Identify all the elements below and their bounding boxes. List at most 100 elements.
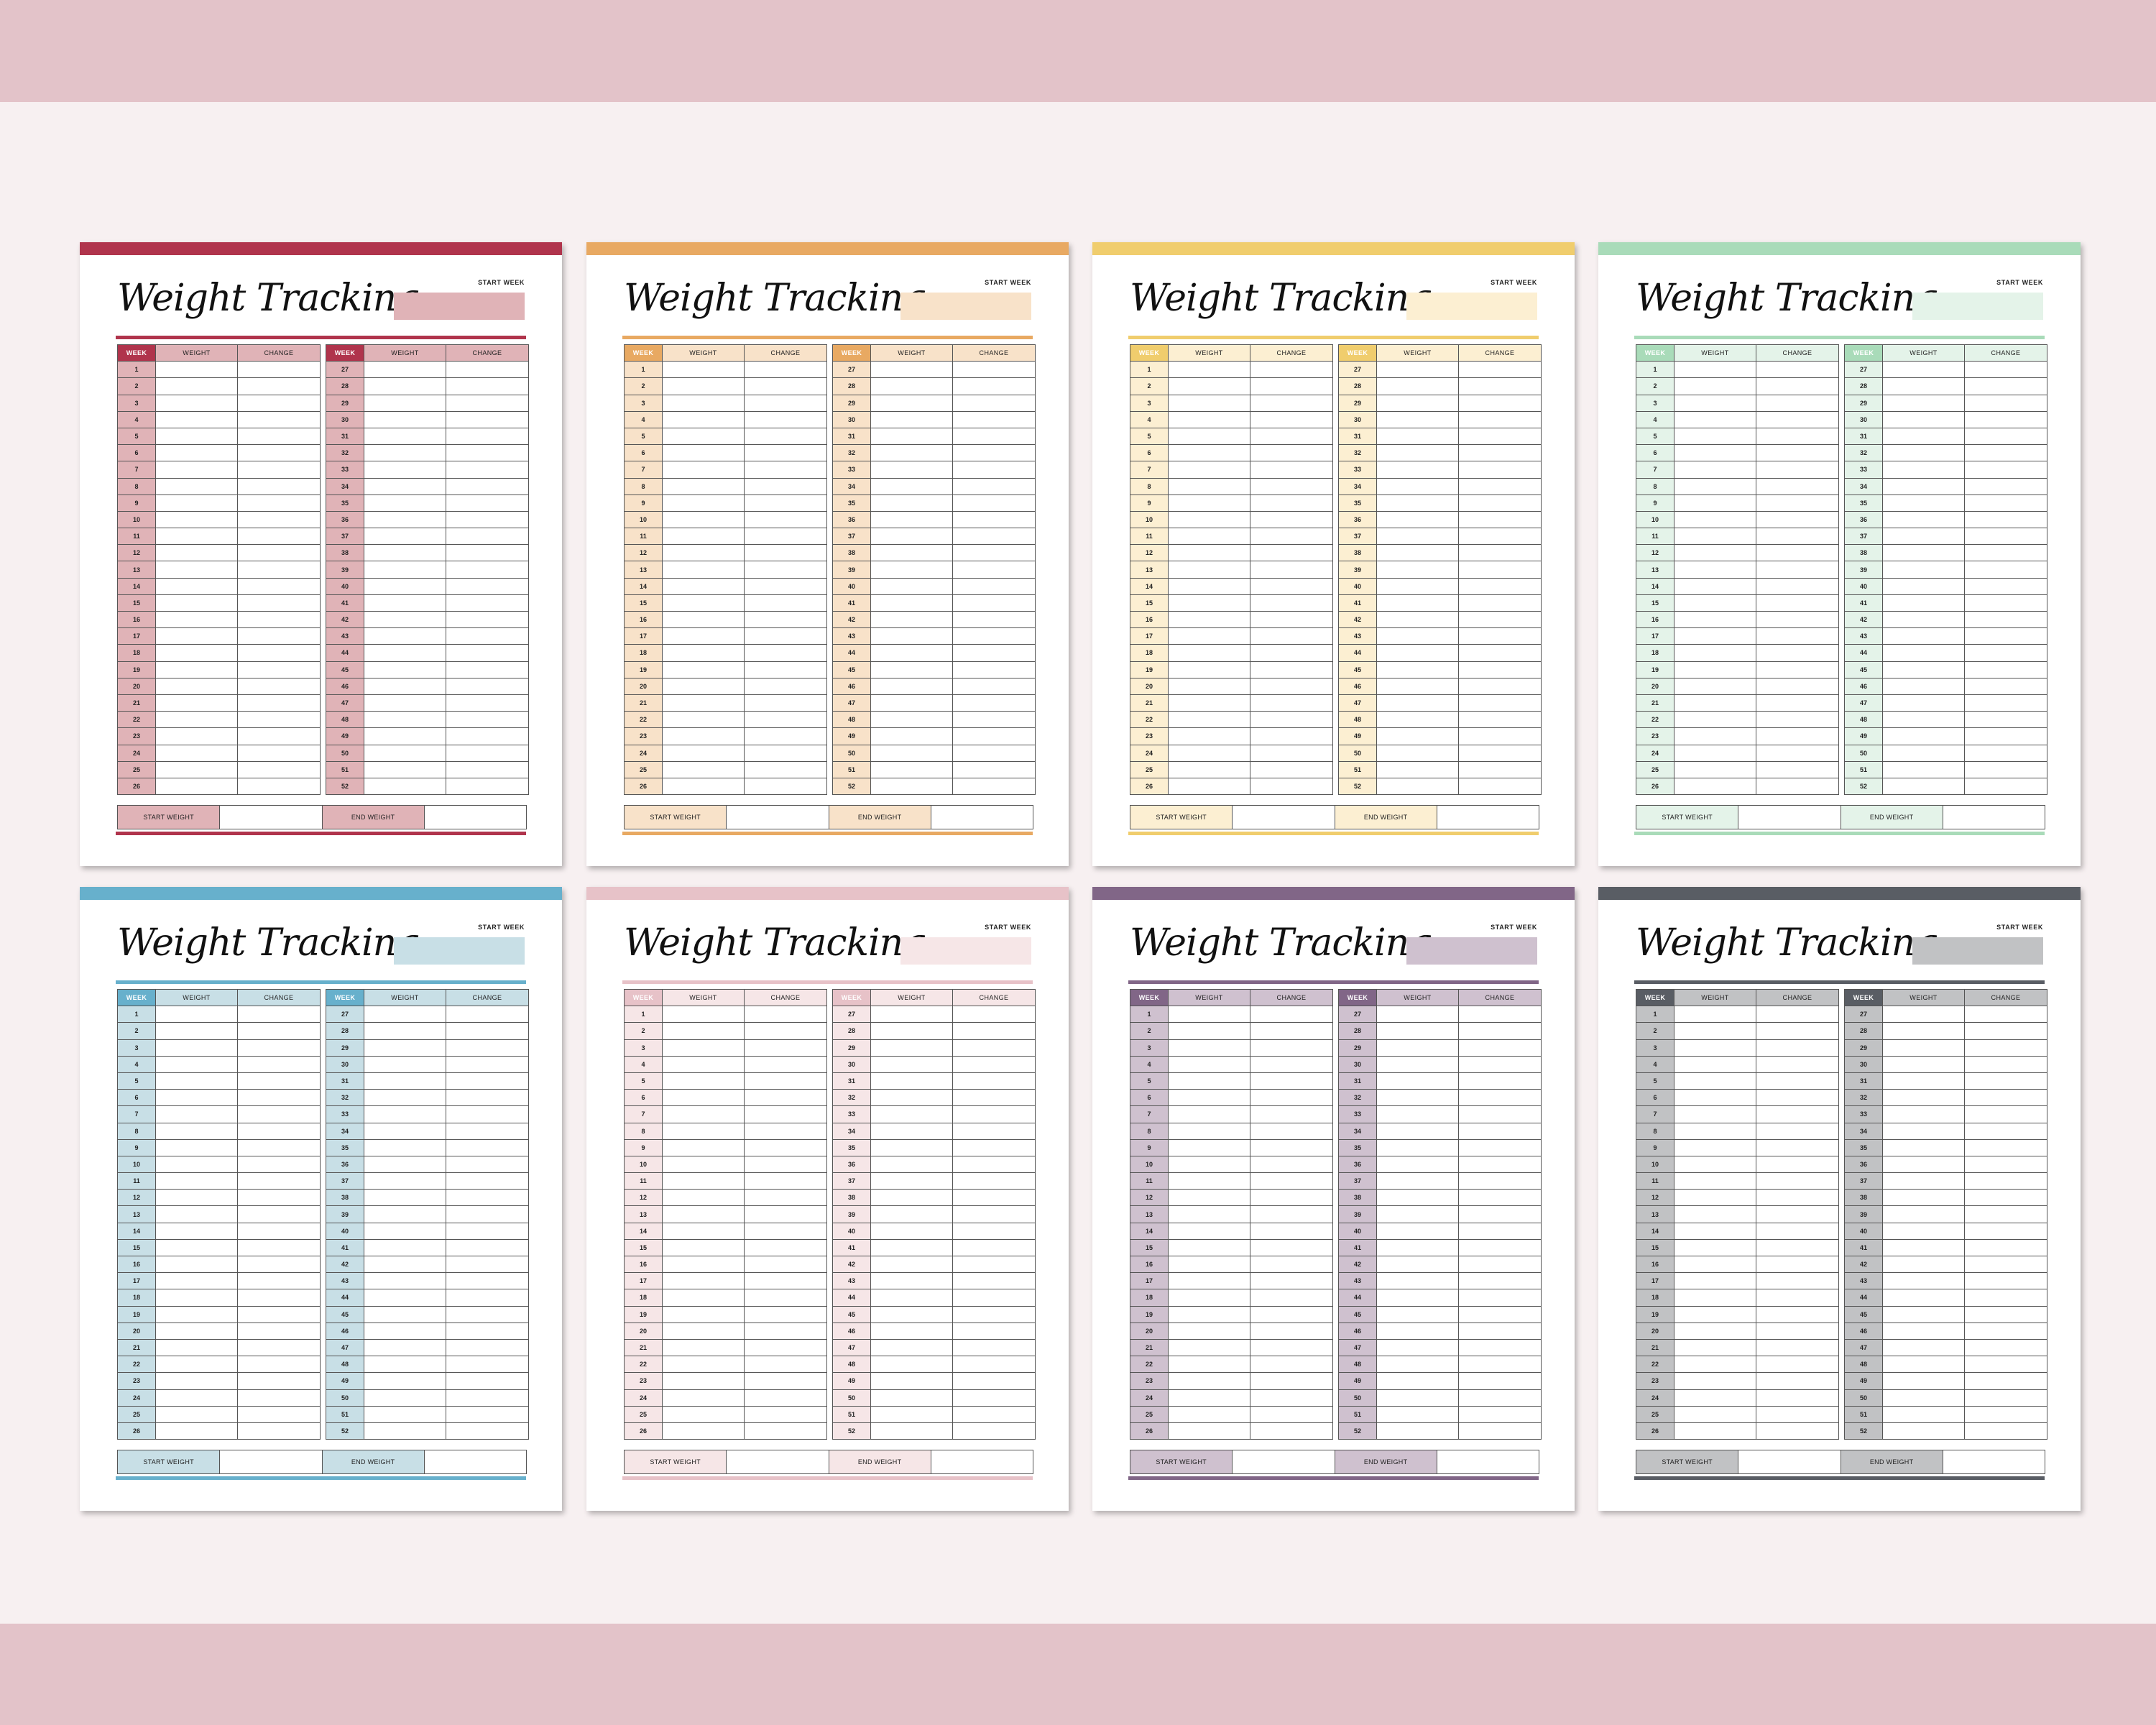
- change-cell[interactable]: [744, 661, 827, 678]
- change-cell[interactable]: [952, 1122, 1036, 1140]
- change-cell[interactable]: [237, 1222, 321, 1240]
- change-cell[interactable]: [1964, 1205, 2047, 1223]
- weight-cell[interactable]: [1674, 410, 1756, 428]
- change-cell[interactable]: [1458, 1006, 1542, 1024]
- weight-cell[interactable]: [155, 610, 238, 629]
- change-cell[interactable]: [952, 544, 1036, 562]
- change-cell[interactable]: [1964, 1222, 2047, 1240]
- change-cell[interactable]: [1458, 1338, 1542, 1357]
- change-cell[interactable]: [446, 1272, 529, 1290]
- weight-cell[interactable]: [1882, 1189, 1965, 1207]
- weight-cell[interactable]: [1376, 594, 1459, 612]
- change-cell[interactable]: [1458, 711, 1542, 729]
- weight-cell[interactable]: [870, 1138, 953, 1156]
- change-cell[interactable]: [1756, 777, 1839, 796]
- weight-cell[interactable]: [1882, 427, 1965, 446]
- weight-cell[interactable]: [364, 1372, 446, 1390]
- weight-cell[interactable]: [870, 1405, 953, 1423]
- change-cell[interactable]: [1250, 544, 1333, 562]
- weight-cell[interactable]: [1168, 1405, 1250, 1423]
- start-week-field[interactable]: [1912, 293, 2043, 320]
- weight-cell[interactable]: [155, 461, 238, 479]
- weight-cell[interactable]: [1674, 1138, 1756, 1156]
- weight-cell[interactable]: [870, 1039, 953, 1057]
- weight-cell[interactable]: [870, 1122, 953, 1140]
- change-cell[interactable]: [1250, 1222, 1333, 1240]
- weight-cell[interactable]: [1882, 461, 1965, 479]
- weight-cell[interactable]: [1168, 1006, 1250, 1024]
- change-cell[interactable]: [1250, 1238, 1333, 1257]
- change-cell[interactable]: [1756, 1105, 1839, 1123]
- weight-cell[interactable]: [155, 1022, 238, 1040]
- weight-cell[interactable]: [662, 561, 745, 579]
- change-cell[interactable]: [1964, 644, 2047, 662]
- change-cell[interactable]: [1756, 644, 1839, 662]
- weight-cell[interactable]: [1882, 1089, 1965, 1107]
- change-cell[interactable]: [1250, 1205, 1333, 1223]
- change-cell[interactable]: [952, 1422, 1036, 1440]
- change-cell[interactable]: [1756, 1222, 1839, 1240]
- change-cell[interactable]: [237, 1356, 321, 1374]
- weight-cell[interactable]: [1674, 1055, 1756, 1073]
- weight-cell[interactable]: [1376, 1072, 1459, 1090]
- weight-cell[interactable]: [870, 1155, 953, 1174]
- weight-cell[interactable]: [662, 627, 745, 645]
- weight-cell[interactable]: [155, 1138, 238, 1156]
- weight-cell[interactable]: [1882, 1305, 1965, 1323]
- weight-cell[interactable]: [155, 1105, 238, 1123]
- change-cell[interactable]: [1964, 477, 2047, 495]
- weight-cell[interactable]: [1376, 1155, 1459, 1174]
- weight-cell[interactable]: [1376, 444, 1459, 462]
- weight-cell[interactable]: [1376, 410, 1459, 428]
- change-cell[interactable]: [1756, 1172, 1839, 1190]
- weight-cell[interactable]: [870, 510, 953, 529]
- change-cell[interactable]: [1756, 510, 1839, 529]
- change-cell[interactable]: [237, 1422, 321, 1440]
- weight-cell[interactable]: [1674, 577, 1756, 595]
- weight-cell[interactable]: [364, 1289, 446, 1307]
- weight-cell[interactable]: [155, 677, 238, 695]
- weight-cell[interactable]: [1168, 727, 1250, 745]
- weight-cell[interactable]: [155, 377, 238, 395]
- change-cell[interactable]: [1458, 528, 1542, 546]
- weight-cell[interactable]: [364, 1356, 446, 1374]
- change-cell[interactable]: [952, 1238, 1036, 1257]
- weight-cell[interactable]: [870, 477, 953, 495]
- weight-cell[interactable]: [1376, 744, 1459, 762]
- change-cell[interactable]: [1756, 727, 1839, 745]
- change-cell[interactable]: [1756, 427, 1839, 446]
- weight-cell[interactable]: [155, 1289, 238, 1307]
- weight-cell[interactable]: [1376, 1422, 1459, 1440]
- weight-cell[interactable]: [1882, 510, 1965, 529]
- change-cell[interactable]: [446, 644, 529, 662]
- change-cell[interactable]: [952, 677, 1036, 695]
- change-cell[interactable]: [952, 694, 1036, 712]
- change-cell[interactable]: [744, 1338, 827, 1357]
- weight-cell[interactable]: [1882, 744, 1965, 762]
- change-cell[interactable]: [237, 1322, 321, 1340]
- change-cell[interactable]: [1756, 1272, 1839, 1290]
- weight-cell[interactable]: [364, 510, 446, 529]
- weight-cell[interactable]: [1376, 394, 1459, 412]
- change-cell[interactable]: [1458, 1305, 1542, 1323]
- change-cell[interactable]: [1756, 1389, 1839, 1407]
- change-cell[interactable]: [237, 1305, 321, 1323]
- change-cell[interactable]: [1250, 510, 1333, 529]
- weight-cell[interactable]: [155, 394, 238, 412]
- weight-cell[interactable]: [870, 494, 953, 512]
- weight-cell[interactable]: [1168, 377, 1250, 395]
- weight-cell[interactable]: [1882, 594, 1965, 612]
- weight-cell[interactable]: [1168, 1422, 1250, 1440]
- weight-cell[interactable]: [1882, 677, 1965, 695]
- change-cell[interactable]: [1458, 1289, 1542, 1307]
- change-cell[interactable]: [952, 1272, 1036, 1290]
- weight-cell[interactable]: [1168, 1055, 1250, 1073]
- change-cell[interactable]: [1964, 528, 2047, 546]
- weight-cell[interactable]: [662, 661, 745, 678]
- change-cell[interactable]: [952, 477, 1036, 495]
- change-cell[interactable]: [1458, 394, 1542, 412]
- weight-cell[interactable]: [1882, 361, 1965, 379]
- change-cell[interactable]: [1964, 744, 2047, 762]
- weight-cell[interactable]: [870, 744, 953, 762]
- change-cell[interactable]: [1756, 477, 1839, 495]
